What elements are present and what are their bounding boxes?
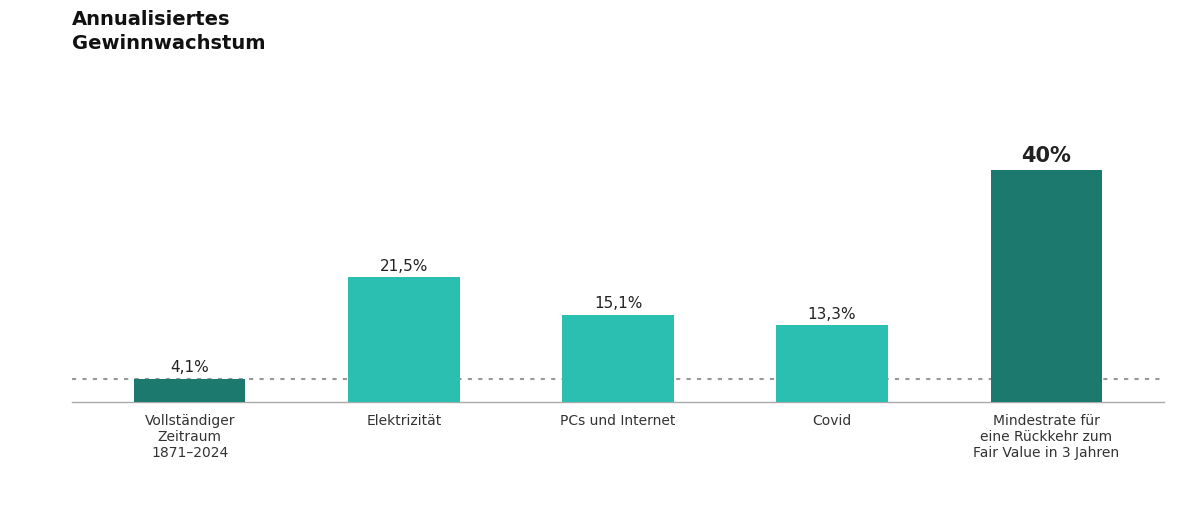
Bar (348, 278, 460, 402)
Text: 40%: 40% (1021, 146, 1072, 166)
Bar (990, 170, 1102, 402)
Bar (134, 379, 246, 402)
Text: 13,3%: 13,3% (808, 307, 857, 321)
Text: 15,1%: 15,1% (594, 296, 642, 311)
Bar (776, 325, 888, 402)
Text: Annualisiertes
Gewinnwachstum: Annualisiertes Gewinnwachstum (72, 10, 265, 53)
Text: 21,5%: 21,5% (379, 259, 428, 274)
Bar (563, 315, 673, 402)
Text: 4,1%: 4,1% (170, 360, 209, 375)
